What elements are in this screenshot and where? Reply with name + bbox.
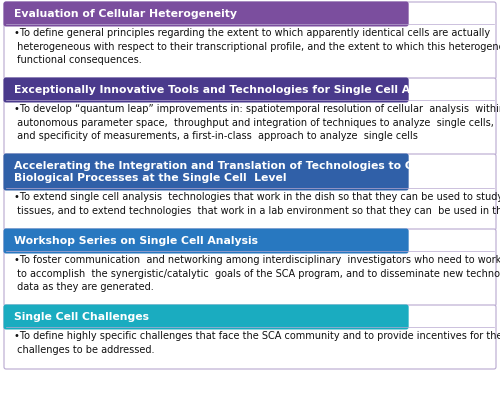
FancyBboxPatch shape	[4, 305, 496, 369]
FancyBboxPatch shape	[4, 78, 496, 155]
Text: •To extend single cell analysis  technologies that work in the dish so that they: •To extend single cell analysis technolo…	[14, 192, 500, 215]
Text: •To define general principles regarding the extent to which apparently identical: •To define general principles regarding …	[14, 28, 500, 65]
Text: Accelerating the Integration and Translation of Technologies to Characterize
Bio: Accelerating the Integration and Transla…	[14, 161, 482, 183]
Text: Single Cell Challenges: Single Cell Challenges	[14, 312, 149, 322]
FancyBboxPatch shape	[4, 78, 408, 102]
FancyBboxPatch shape	[4, 229, 496, 306]
FancyBboxPatch shape	[4, 304, 408, 330]
Text: Workshop Series on Single Cell Analysis: Workshop Series on Single Cell Analysis	[14, 236, 258, 246]
FancyBboxPatch shape	[4, 2, 408, 26]
Text: •To foster communication  and networking among interdisciplinary  investigators : •To foster communication and networking …	[14, 255, 500, 292]
Text: •To develop “quantum leap” improvements in: spatiotemporal resolution of cellula: •To develop “quantum leap” improvements …	[14, 104, 500, 141]
FancyBboxPatch shape	[4, 153, 408, 191]
FancyBboxPatch shape	[4, 154, 496, 230]
Text: Exceptionally Innovative Tools and Technologies for Single Cell Analysis: Exceptionally Innovative Tools and Techn…	[14, 85, 452, 95]
FancyBboxPatch shape	[4, 228, 408, 254]
Text: Evaluation of Cellular Heterogeneity: Evaluation of Cellular Heterogeneity	[14, 9, 237, 19]
Text: •To define highly specific challenges that face the SCA community and to provide: •To define highly specific challenges th…	[14, 331, 500, 354]
FancyBboxPatch shape	[4, 2, 496, 79]
